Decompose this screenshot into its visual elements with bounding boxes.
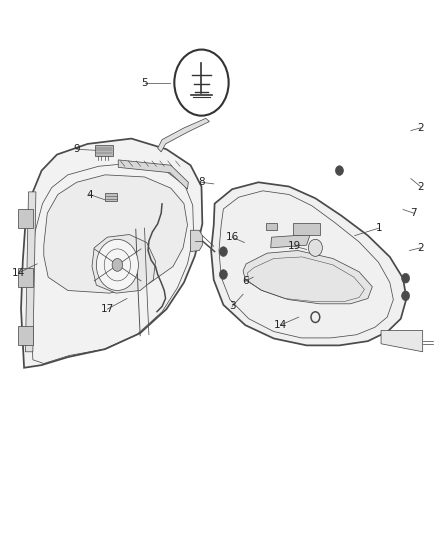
Text: 17: 17: [101, 304, 114, 314]
Polygon shape: [21, 139, 202, 368]
Polygon shape: [18, 326, 33, 345]
Polygon shape: [92, 235, 155, 293]
Circle shape: [308, 239, 322, 256]
Text: 3: 3: [229, 302, 236, 311]
Text: 2: 2: [417, 182, 424, 191]
Polygon shape: [105, 193, 117, 201]
Polygon shape: [118, 160, 188, 189]
Polygon shape: [271, 235, 310, 248]
Polygon shape: [95, 145, 113, 156]
Text: 9: 9: [73, 144, 80, 154]
Circle shape: [219, 247, 227, 256]
Text: 8: 8: [198, 177, 205, 187]
Circle shape: [174, 50, 229, 116]
Circle shape: [402, 291, 410, 301]
Polygon shape: [243, 251, 372, 304]
Polygon shape: [293, 223, 320, 235]
Circle shape: [112, 259, 123, 271]
Circle shape: [336, 166, 343, 175]
Polygon shape: [191, 230, 202, 252]
Text: 14: 14: [12, 268, 25, 278]
Polygon shape: [25, 192, 36, 352]
Text: 6: 6: [242, 277, 249, 286]
Text: 14: 14: [274, 320, 287, 330]
Text: 1: 1: [375, 223, 382, 233]
Text: 2: 2: [417, 243, 424, 253]
Polygon shape: [266, 223, 277, 230]
Text: 16: 16: [226, 232, 239, 242]
Polygon shape: [381, 330, 423, 352]
Circle shape: [219, 270, 227, 279]
Text: 2: 2: [417, 123, 424, 133]
Circle shape: [402, 273, 410, 283]
Polygon shape: [18, 209, 33, 228]
Polygon shape: [44, 175, 187, 293]
Circle shape: [96, 239, 138, 290]
Text: 7: 7: [410, 208, 417, 218]
Polygon shape: [158, 118, 209, 152]
Polygon shape: [211, 182, 406, 345]
Text: 5: 5: [141, 78, 148, 87]
Text: 19: 19: [288, 241, 301, 251]
Text: 4: 4: [86, 190, 93, 199]
Polygon shape: [18, 268, 33, 287]
